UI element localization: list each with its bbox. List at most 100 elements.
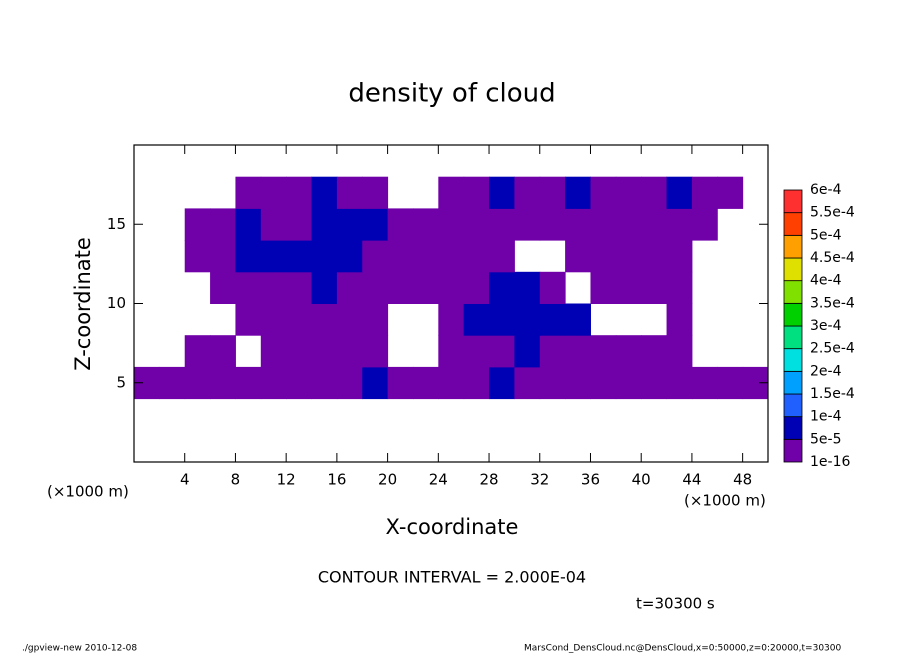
contour-cell (590, 176, 617, 209)
contour-cell (540, 399, 566, 431)
colorbar-label: 4e-4 (810, 273, 842, 289)
contour-cell (387, 366, 414, 400)
contour-cell (743, 399, 769, 431)
x-tick-label: 4 (180, 471, 190, 489)
contour-cell (641, 271, 668, 304)
contour-cell (261, 430, 287, 462)
contour-cell (489, 335, 515, 368)
contour-cell (565, 208, 591, 241)
contour-cell (641, 208, 668, 241)
contour-cell (590, 366, 617, 400)
contour-cell (362, 303, 389, 336)
contour-cell (463, 271, 490, 304)
contour-cell (184, 240, 211, 273)
contour-cell (565, 430, 591, 462)
contour-cell (590, 304, 616, 336)
colorbar-box (783, 348, 803, 372)
contour-cell (235, 335, 261, 367)
chart-title: density of cloud (348, 79, 555, 109)
contour-cell (134, 335, 160, 367)
contour-cell (590, 335, 617, 368)
contour-cell (159, 366, 186, 400)
contour-cell (438, 303, 465, 336)
contour-cell (615, 366, 642, 400)
contour-cell (717, 240, 743, 272)
contour-cell (412, 271, 439, 304)
contour-cell (565, 145, 591, 177)
contour-cell (615, 240, 642, 273)
contour-cell (337, 145, 363, 177)
contour-cell (743, 272, 769, 304)
contour-cell (666, 208, 693, 241)
contour-cell (159, 145, 185, 177)
contour-cell (235, 399, 261, 431)
contour-cell (692, 272, 718, 304)
contour-cell (616, 430, 642, 462)
contour-cell (590, 399, 616, 431)
contour-cell (336, 208, 363, 241)
contour-cell (666, 303, 693, 336)
x-tick-label: 44 (682, 471, 701, 489)
contour-cell (184, 366, 211, 400)
contour-cell (159, 177, 185, 209)
contour-cell (388, 304, 414, 336)
contour-cell (692, 335, 718, 367)
contour-cell (464, 399, 490, 431)
contour-cell (464, 145, 490, 177)
contour-cell (539, 366, 566, 400)
contour-cell (185, 430, 211, 462)
contour-cell (210, 145, 236, 177)
contour-cell (717, 145, 743, 177)
contour-cell (311, 240, 338, 273)
contour-cell (438, 208, 465, 241)
contour-cell (286, 303, 313, 336)
colorbar-box (783, 325, 803, 350)
contour-cell (692, 145, 718, 177)
contour-cell (641, 366, 668, 400)
contour-cell (743, 430, 769, 462)
colorbar-label: 5.5e-4 (810, 205, 855, 221)
contour-cell (691, 366, 718, 400)
colorbar-box (783, 302, 803, 327)
contour-cell (210, 335, 236, 368)
contour-cell (413, 335, 439, 367)
contour-cell (641, 176, 668, 209)
contour-cell (590, 208, 617, 241)
contour-cell (540, 430, 566, 462)
contour-cell (412, 240, 439, 273)
colorbar-label: 1e-4 (810, 409, 842, 425)
contour-cell (184, 335, 211, 368)
contour-cell (438, 335, 465, 368)
contour-cell (260, 208, 287, 241)
colorbar-box (783, 212, 803, 236)
footer-left: ./gpview-new 2010-12-08 (22, 644, 137, 654)
contour-cell (514, 335, 541, 368)
contour-cell (743, 177, 769, 209)
contour-cell (311, 335, 338, 368)
contour-cell (337, 430, 363, 462)
contour-cell (134, 240, 160, 272)
contour-cell (717, 335, 743, 367)
contour-cell (235, 366, 262, 400)
contour-cell (362, 145, 388, 177)
contour-cell (539, 271, 566, 304)
contour-cell (489, 303, 515, 336)
contour-cell (565, 303, 591, 336)
contour-cell (388, 335, 414, 367)
contour-cell (336, 335, 363, 368)
contour-cell (540, 240, 566, 272)
contour-cell (134, 177, 160, 209)
contour-cell (590, 145, 616, 177)
contour-cell (235, 303, 262, 336)
contour-cell (337, 399, 363, 431)
contour-cell (362, 366, 389, 400)
contour-cell (235, 271, 262, 304)
contour-cell (438, 176, 465, 209)
contour-cell (311, 208, 338, 241)
contour-cell (336, 366, 363, 400)
colorbar-label: 5e-5 (810, 431, 841, 447)
contour-cell (134, 145, 160, 177)
contour-cell (565, 399, 591, 431)
contour-cell (134, 399, 160, 431)
contour-cell (539, 303, 566, 336)
